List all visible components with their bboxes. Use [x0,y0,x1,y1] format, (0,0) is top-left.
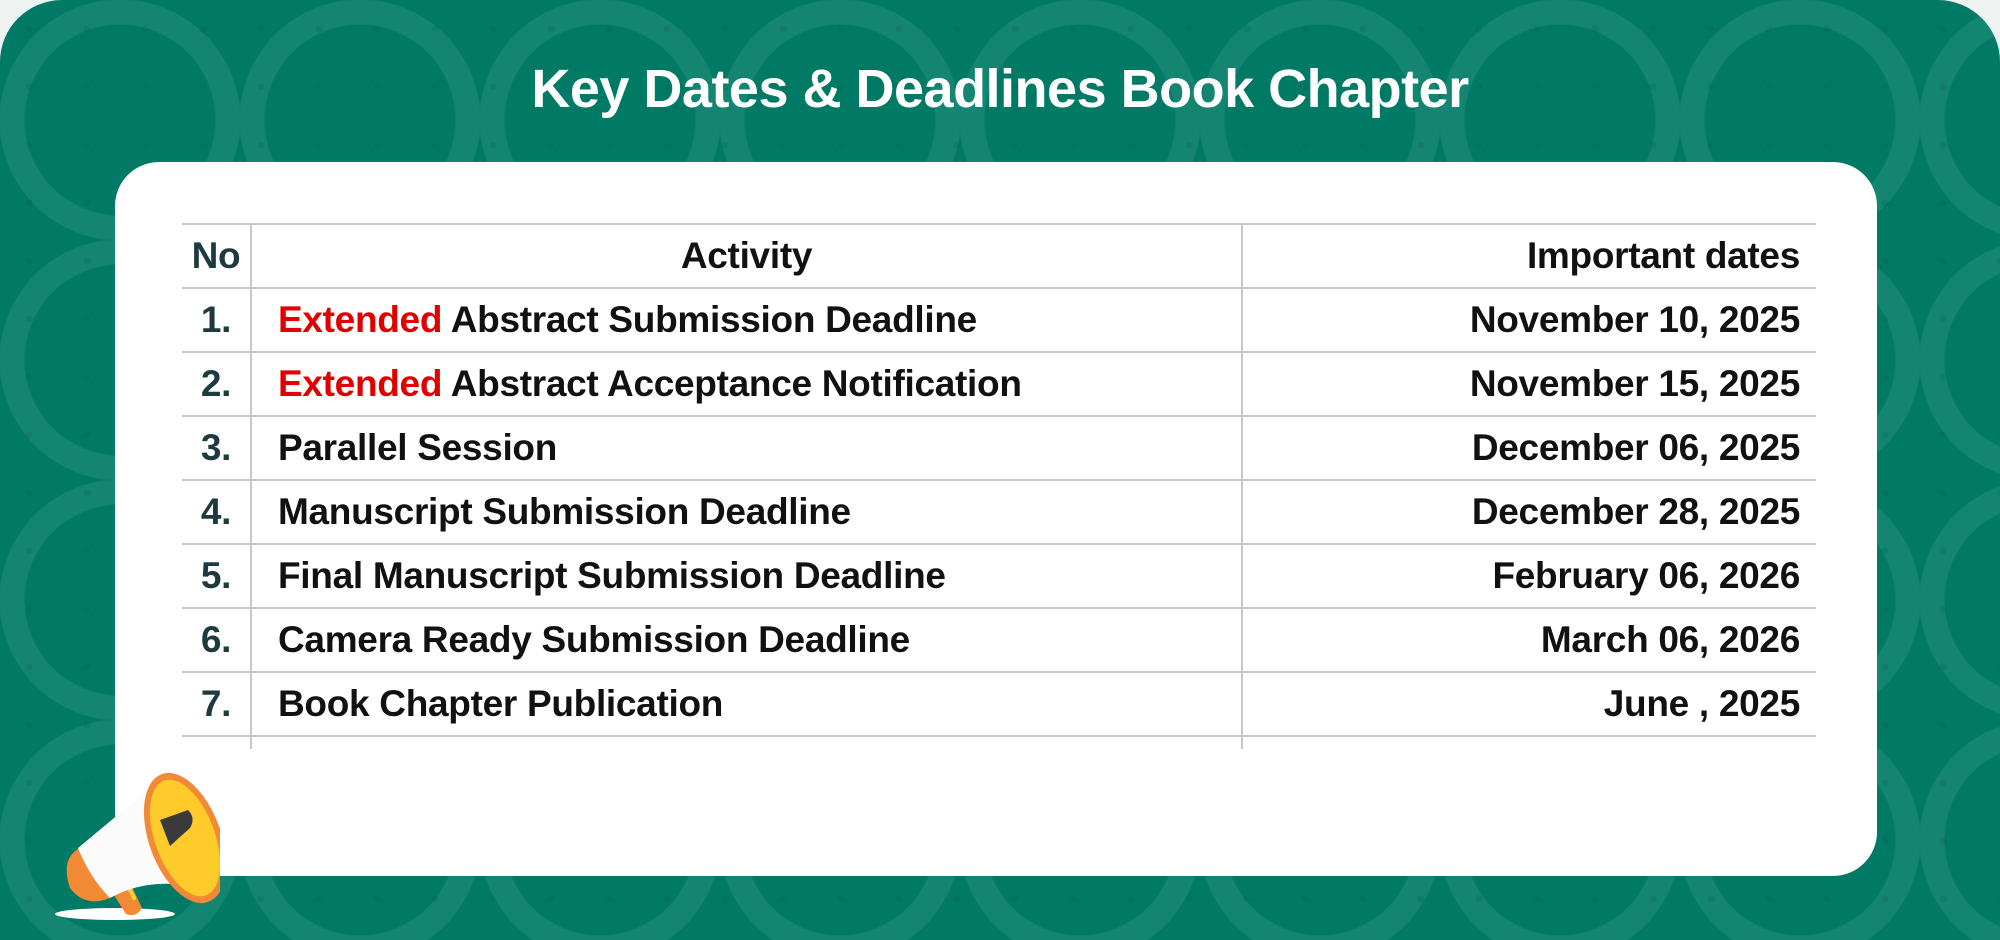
header-activity: Activity [251,223,1243,289]
row-number: 5. [182,543,252,609]
tail-cell [251,736,1243,749]
row-number: 6. [182,607,252,673]
extended-label: Extended [278,299,443,340]
row-date: November 15, 2025 [1242,351,1816,417]
table-header-row: No Activity Important dates [182,223,1816,289]
row-number: 2. [182,351,252,417]
dates-card: No Activity Important dates 1. Extended A… [115,162,1877,876]
header-date: Important dates [1242,223,1816,289]
table-row: 4. Manuscript Submission Deadline December… [182,479,1816,545]
row-date: February 06, 2026 [1242,543,1816,609]
row-date: June , 2025 [1242,671,1816,737]
table-row: 3. Parallel Session December 06, 2025 [182,415,1816,481]
tail-cell [1242,736,1816,749]
row-number: 7. [182,671,252,737]
activity-text: Parallel Session [278,427,558,468]
table-row: 5. Final Manuscript Submission Deadline Fe… [182,543,1816,609]
row-activity: Final Manuscript Submission Deadline [251,543,1243,609]
activity-text: Abstract Acceptance Notification [450,363,1022,404]
table-row: 2. Extended Abstract Acceptance Notificat… [182,351,1816,417]
table-row: 7. Book Chapter Publication June , 2025 [182,671,1816,737]
row-number: 3. [182,415,252,481]
row-date: December 28, 2025 [1242,479,1816,545]
page-title: Key Dates & Deadlines Book Chapter [531,59,1469,119]
key-dates-table: No Activity Important dates 1. Extended A… [182,223,1816,749]
row-activity: Extended Abstract Acceptance Notificatio… [251,351,1243,417]
row-date: December 06, 2025 [1242,415,1816,481]
row-activity: Extended Abstract Submission Deadline [251,287,1243,353]
megaphone-icon [55,772,220,920]
activity-text: Camera Ready Submission Deadline [278,619,910,660]
row-number: 4. [182,479,252,545]
activity-text: Final Manuscript Submission Deadline [278,555,946,596]
extended-label: Extended [278,363,443,404]
row-number: 1. [182,287,252,353]
row-date: March 06, 2026 [1242,607,1816,673]
tail-cell [182,736,252,749]
table-row: 6. Camera Ready Submission Deadline March … [182,607,1816,673]
activity-text: Manuscript Submission Deadline [278,491,851,532]
table-row: 1. Extended Abstract Submission Deadline N… [182,287,1816,353]
header-no: No [182,223,252,289]
row-activity: Parallel Session [251,415,1243,481]
activity-text: Book Chapter Publication [278,683,724,724]
row-activity: Book Chapter Publication [251,671,1243,737]
table-tail [182,736,1816,749]
row-activity: Manuscript Submission Deadline [251,479,1243,545]
activity-text: Abstract Submission Deadline [450,299,977,340]
row-date: November 10, 2025 [1242,287,1816,353]
row-activity: Camera Ready Submission Deadline [251,607,1243,673]
